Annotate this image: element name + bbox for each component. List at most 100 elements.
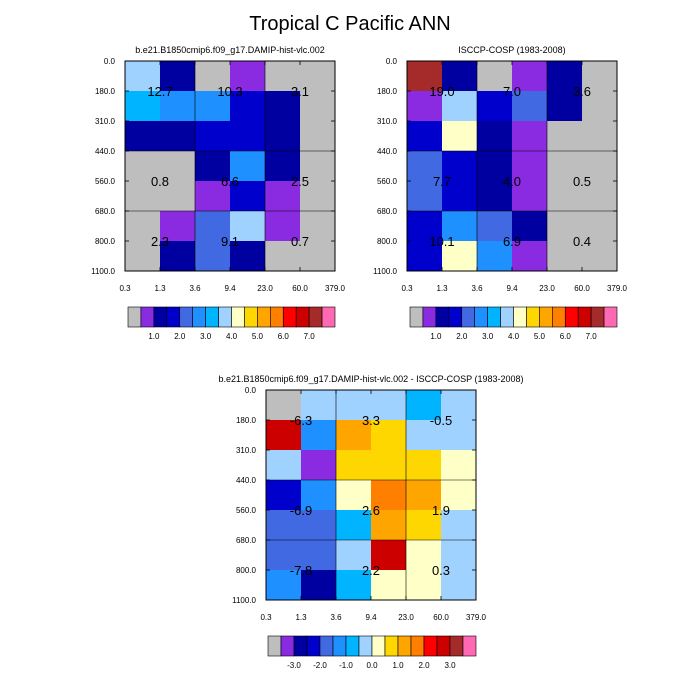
heatmap-cell xyxy=(266,570,302,601)
colorbar-swatch xyxy=(308,306,323,328)
heatmap-cell xyxy=(265,91,301,122)
cell-value-label: 3.3 xyxy=(362,413,380,428)
colorbar-swatch xyxy=(435,306,450,328)
colorbar-label: 7.0 xyxy=(304,332,316,341)
y-tick-label: 560.0 xyxy=(236,506,257,515)
colorbar-swatch xyxy=(179,306,193,328)
x-tick-label: 23.0 xyxy=(398,613,414,622)
colorbar-label: 1.0 xyxy=(392,661,404,670)
cell-value-label: 0.8 xyxy=(151,174,169,189)
colorbar-swatch xyxy=(282,306,297,328)
colorbar-swatch xyxy=(603,306,618,328)
x-tick-label: 3.6 xyxy=(471,284,483,293)
panel-title: b.e21.B1850cmip6.f09_g17.DAMIP-hist-vlc.… xyxy=(219,374,524,384)
colorbar-label: 2.0 xyxy=(174,332,186,341)
heatmap-cell xyxy=(406,510,442,541)
heatmap-cell xyxy=(301,510,337,541)
colorbar-swatch xyxy=(462,635,477,657)
heatmap-cell xyxy=(407,91,443,122)
colorbar-label: 1.0 xyxy=(430,332,442,341)
heatmap-cell xyxy=(195,91,231,122)
x-tick-label: 23.0 xyxy=(257,284,273,293)
colorbar-swatch xyxy=(474,306,488,328)
heatmap-cell xyxy=(477,211,513,242)
heatmap-cell xyxy=(407,61,443,92)
heatmap-cell xyxy=(266,540,302,571)
colorbar-label: 4.0 xyxy=(508,332,520,341)
cell-value-label: 4.0 xyxy=(503,174,521,189)
y-tick-label: 560.0 xyxy=(95,177,116,186)
colorbar-swatch xyxy=(577,306,592,328)
colorbar-swatch xyxy=(127,306,142,328)
heatmap-cell xyxy=(301,570,337,601)
colorbar-label: 2.0 xyxy=(456,332,468,341)
x-tick-label: 60.0 xyxy=(433,613,449,622)
heatmap-cell xyxy=(441,570,477,601)
cell-value-label: 2.5 xyxy=(291,174,309,189)
heatmap-cell xyxy=(477,121,513,152)
y-tick-label: 0.0 xyxy=(245,386,257,395)
y-tick-label: 800.0 xyxy=(236,566,257,575)
colorbar-3: -3.0 -2.0 -1.0 0.0 1.0 2.0 3.0 xyxy=(267,635,477,670)
heatmap-cell xyxy=(407,241,443,272)
colorbar-swatch xyxy=(231,306,245,328)
heatmap-cell xyxy=(547,151,583,182)
heatmap-cell xyxy=(195,151,231,182)
heatmap-cell xyxy=(266,480,302,511)
colorbar-label: 7.0 xyxy=(586,332,598,341)
colorbar-label: -2.0 xyxy=(313,661,327,670)
heatmap-cell xyxy=(512,61,548,92)
heatmap-cell xyxy=(230,91,266,122)
heatmap-cell xyxy=(547,181,583,212)
colorbar-swatch xyxy=(140,306,155,328)
colorbar-swatch xyxy=(244,306,258,328)
heatmap-cell xyxy=(336,390,372,421)
cell-value-label: 9.1 xyxy=(221,234,239,249)
heatmap-cell xyxy=(265,61,301,92)
heatmap-cell xyxy=(125,181,161,212)
cell-value-label: 0.3 xyxy=(432,563,450,578)
colorbar-swatch xyxy=(513,306,527,328)
y-tick-label: 680.0 xyxy=(95,207,116,216)
heatmap-cell xyxy=(300,181,336,212)
heatmap-cell xyxy=(301,420,337,451)
heatmap-cell xyxy=(160,61,196,92)
heatmap-cell xyxy=(160,151,196,182)
heatmap-cell xyxy=(441,480,477,511)
cell-value-label: -6.9 xyxy=(290,503,312,518)
heatmap-cell xyxy=(406,480,442,511)
y-tick-label: 440.0 xyxy=(236,476,257,485)
colorbar-label: 0.0 xyxy=(366,661,378,670)
heatmap-cell xyxy=(336,450,372,481)
cell-value-label: -7.8 xyxy=(290,563,312,578)
heatmap-cell xyxy=(442,181,478,212)
colorbar-swatch xyxy=(436,635,451,657)
x-tick-label: 3.6 xyxy=(330,613,342,622)
panel-title: ISCCP-COSP (1983-2008) xyxy=(458,45,565,55)
colorbar-swatch xyxy=(423,635,438,657)
colorbar-swatch xyxy=(564,306,579,328)
colorbar-label: 6.0 xyxy=(278,332,290,341)
colorbar-swatch xyxy=(270,306,284,328)
heatmap-cell xyxy=(195,241,231,272)
x-tick-label: 1.3 xyxy=(436,284,448,293)
colorbar-label: 4.0 xyxy=(226,332,238,341)
cell-value-label: 2.2 xyxy=(362,563,380,578)
heatmap-cell xyxy=(195,211,231,242)
y-tick-label: 310.0 xyxy=(377,117,398,126)
heatmap-cell xyxy=(441,420,477,451)
heatmap-cell xyxy=(582,91,618,122)
figure-title: Tropical C Pacific ANN xyxy=(249,13,451,35)
heatmap-cell xyxy=(125,211,161,242)
heatmap-cell xyxy=(512,181,548,212)
x-tick-label: 9.4 xyxy=(224,284,236,293)
heatmap-cell xyxy=(300,61,336,92)
cell-value-label: 19.0 xyxy=(429,84,454,99)
x-tick-label: 0.3 xyxy=(119,284,131,293)
heatmap-cell xyxy=(371,450,407,481)
colorbar-swatch xyxy=(345,635,360,657)
cell-value-label: 12.7 xyxy=(147,84,172,99)
y-tick-label: 680.0 xyxy=(377,207,398,216)
cell-value-label: 3.1 xyxy=(291,84,309,99)
